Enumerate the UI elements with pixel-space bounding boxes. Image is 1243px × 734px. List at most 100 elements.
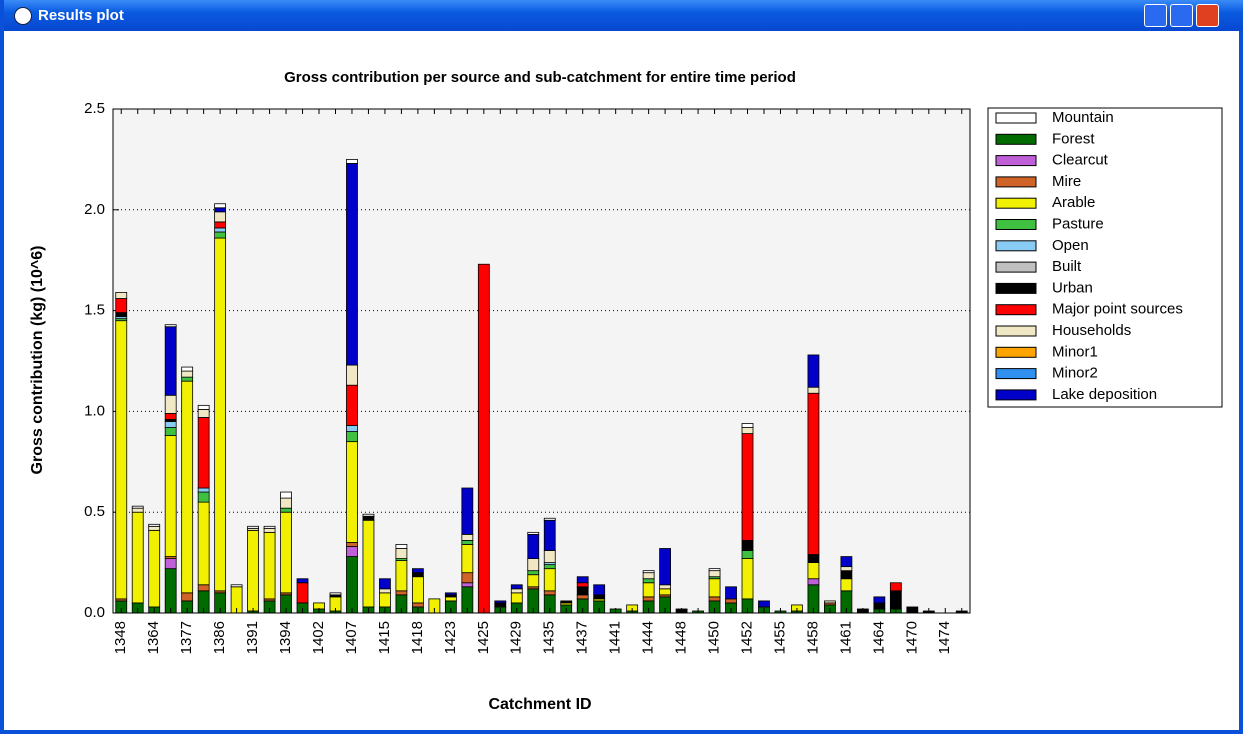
bar-segment (708, 570, 721, 578)
bar-segment (708, 568, 721, 572)
bar-segment (181, 592, 194, 602)
bar-segment (461, 540, 474, 545)
plot-area (113, 109, 970, 613)
x-tick-label: 1448 (673, 621, 690, 654)
bar-segment (444, 596, 457, 602)
bar-segment (197, 487, 210, 493)
legend-swatch (995, 219, 1037, 230)
bar-segment (873, 596, 886, 604)
bar-segment (395, 560, 408, 592)
bar-segment (510, 592, 523, 604)
minimize-button[interactable] (1144, 4, 1167, 27)
x-tick-label: 1435 (541, 621, 558, 654)
bar-segment (181, 376, 194, 382)
legend-swatch (995, 112, 1037, 124)
x-tick-label: 1407 (343, 621, 360, 654)
x-tick-label: 1423 (442, 621, 459, 654)
bar-segment (214, 221, 227, 229)
legend-swatch (995, 240, 1037, 252)
bar-segment (230, 584, 243, 588)
bar-segment (741, 540, 754, 551)
legend-swatch (995, 325, 1037, 337)
x-tick-label: 1455 (771, 621, 788, 654)
bar-segment (329, 592, 342, 596)
bar-segment (411, 568, 424, 574)
bar-segment (362, 513, 375, 517)
bar-segment (411, 572, 424, 578)
x-tick-label: 1394 (277, 621, 294, 654)
bar-segment (807, 354, 820, 388)
bar-segment (461, 572, 474, 584)
legend-swatch (995, 133, 1037, 145)
legend-swatch (995, 368, 1037, 380)
bar-segment (741, 423, 754, 428)
bar-segment (576, 582, 589, 588)
legend-label: Clearcut (1052, 152, 1109, 169)
x-tick-label: 1474 (936, 621, 953, 654)
bar-segment (214, 231, 227, 239)
y-axis-label: Gross contribution (kg) (10^6) (29, 246, 46, 475)
bar-segment (164, 427, 177, 436)
bar-segment (527, 574, 540, 588)
bar-segment (181, 370, 194, 378)
bar-segment (461, 533, 474, 541)
title-bar: Results plot (4, 0, 1243, 31)
legend-swatch (995, 389, 1037, 401)
legend-swatch (995, 176, 1037, 188)
legend-label: Mountain (1052, 109, 1114, 126)
bar-segment (758, 600, 770, 608)
legend-label: Minor2 (1052, 365, 1098, 382)
maximize-button[interactable] (1170, 4, 1193, 27)
x-tick-label: 1444 (640, 621, 657, 654)
bar-segment (840, 566, 853, 572)
chart-title: Gross contribution per source and sub-ca… (284, 69, 796, 86)
bar-segment (247, 525, 259, 529)
bar-segment (346, 163, 358, 366)
bar-segment (510, 584, 523, 590)
bar-segment (164, 421, 177, 428)
bar-segment (214, 227, 227, 233)
bar-segment (296, 578, 309, 584)
bar-segment (131, 507, 144, 513)
x-tick-label: 1391 (244, 621, 261, 654)
bar-segment (164, 394, 177, 414)
legend-label: Built (1052, 258, 1082, 275)
legend-label: Forest (1052, 130, 1095, 147)
bar-segment (725, 598, 737, 604)
legend-label: Minor1 (1052, 343, 1098, 360)
bar-segment (346, 431, 358, 443)
bar-segment (560, 600, 573, 604)
x-tick-label: 1458 (804, 621, 821, 654)
x-tick-label: 1429 (508, 621, 525, 654)
bar-segment (889, 582, 902, 592)
bar-segment (164, 558, 177, 570)
bar-segment (543, 517, 556, 521)
bar-segment (527, 570, 540, 576)
x-tick-label: 1461 (837, 621, 854, 654)
bar-segment (807, 562, 820, 580)
bar-segment (148, 523, 161, 527)
legend-label: Lake deposition (1052, 386, 1157, 403)
bar-segment (543, 519, 556, 551)
close-button[interactable] (1196, 4, 1219, 27)
x-tick-label: 1386 (211, 621, 228, 654)
bar-segment (593, 594, 606, 600)
bar-segment (346, 425, 358, 432)
bar-segment (346, 384, 358, 426)
bar-segment (197, 404, 210, 410)
bar-segment (280, 511, 292, 594)
window-title: Results plot (38, 7, 124, 24)
bar-segment (527, 533, 540, 559)
bar-segment (280, 491, 292, 499)
x-tick-label: 1425 (475, 621, 492, 654)
x-tick-label: 1452 (738, 621, 755, 654)
bar-segment (411, 576, 424, 604)
x-tick-label: 1470 (903, 621, 920, 654)
bar-segment (197, 417, 210, 489)
x-tick-label: 1364 (145, 621, 162, 654)
bar-segment (164, 324, 177, 328)
bar-segment (115, 298, 128, 314)
bar-segment (395, 544, 408, 549)
bar-segment (889, 590, 902, 610)
bar-segment (131, 505, 144, 509)
